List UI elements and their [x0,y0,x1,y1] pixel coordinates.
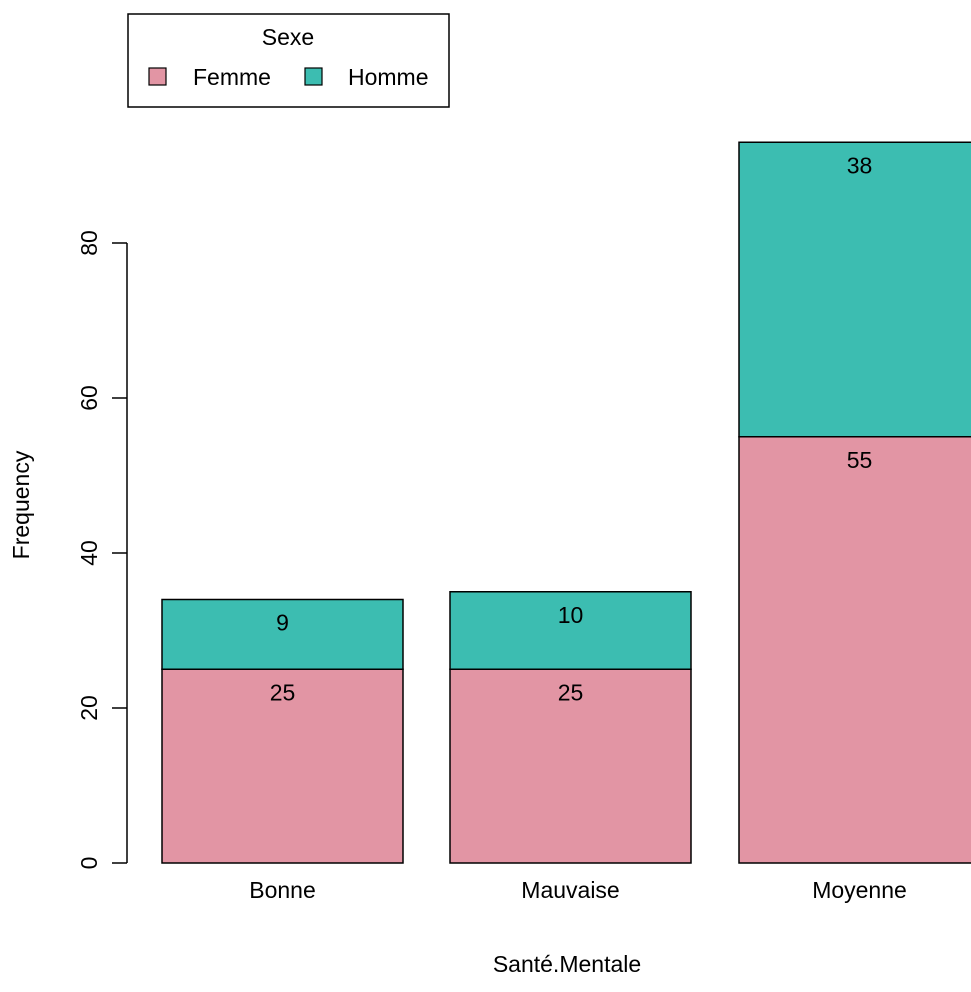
bar-moyenne-homme [738,141,971,438]
data-label-mauvaise-homme: 10 [558,602,584,628]
y-tick-label: 80 [76,230,102,256]
legend-title: Sexe [262,24,314,50]
y-tick-label: 0 [76,857,102,870]
bar-mauvaise-homme [449,591,692,670]
data-label-mauvaise-femme: 25 [558,679,584,705]
legend-swatch-homme [304,67,323,86]
legend-label-homme: Homme [348,64,429,90]
x-tick-label-bonne: Bonne [249,877,316,903]
y-tick-label: 20 [76,695,102,721]
bar-labels-layer: 25 9 25 10 55 38 [270,152,873,705]
y-axis: 0 20 40 60 80 [76,230,128,870]
data-label-bonne-homme: 9 [276,610,289,636]
x-axis-title: Santé.Mentale [493,951,641,977]
legend: Sexe Femme Homme [127,13,450,108]
legend-swatch-femme [148,67,167,86]
bar-bonne-femme [161,668,404,864]
x-tick-labels: Bonne Mauvaise Moyenne [249,877,907,903]
bars-layer [161,141,971,864]
legend-box [127,13,450,108]
data-label-moyenne-homme: 38 [847,152,873,178]
x-tick-label-mauvaise: Mauvaise [521,877,619,903]
y-tick-label: 60 [76,385,102,411]
data-label-moyenne-femme: 55 [847,447,873,473]
y-tick-label: 40 [76,540,102,566]
legend-label-femme: Femme [193,64,271,90]
data-label-bonne-femme: 25 [270,679,296,705]
x-tick-label-moyenne: Moyenne [812,877,907,903]
bar-moyenne-femme [738,436,971,864]
y-axis-title: Frequency [8,450,34,559]
bar-bonne-homme [161,598,404,670]
